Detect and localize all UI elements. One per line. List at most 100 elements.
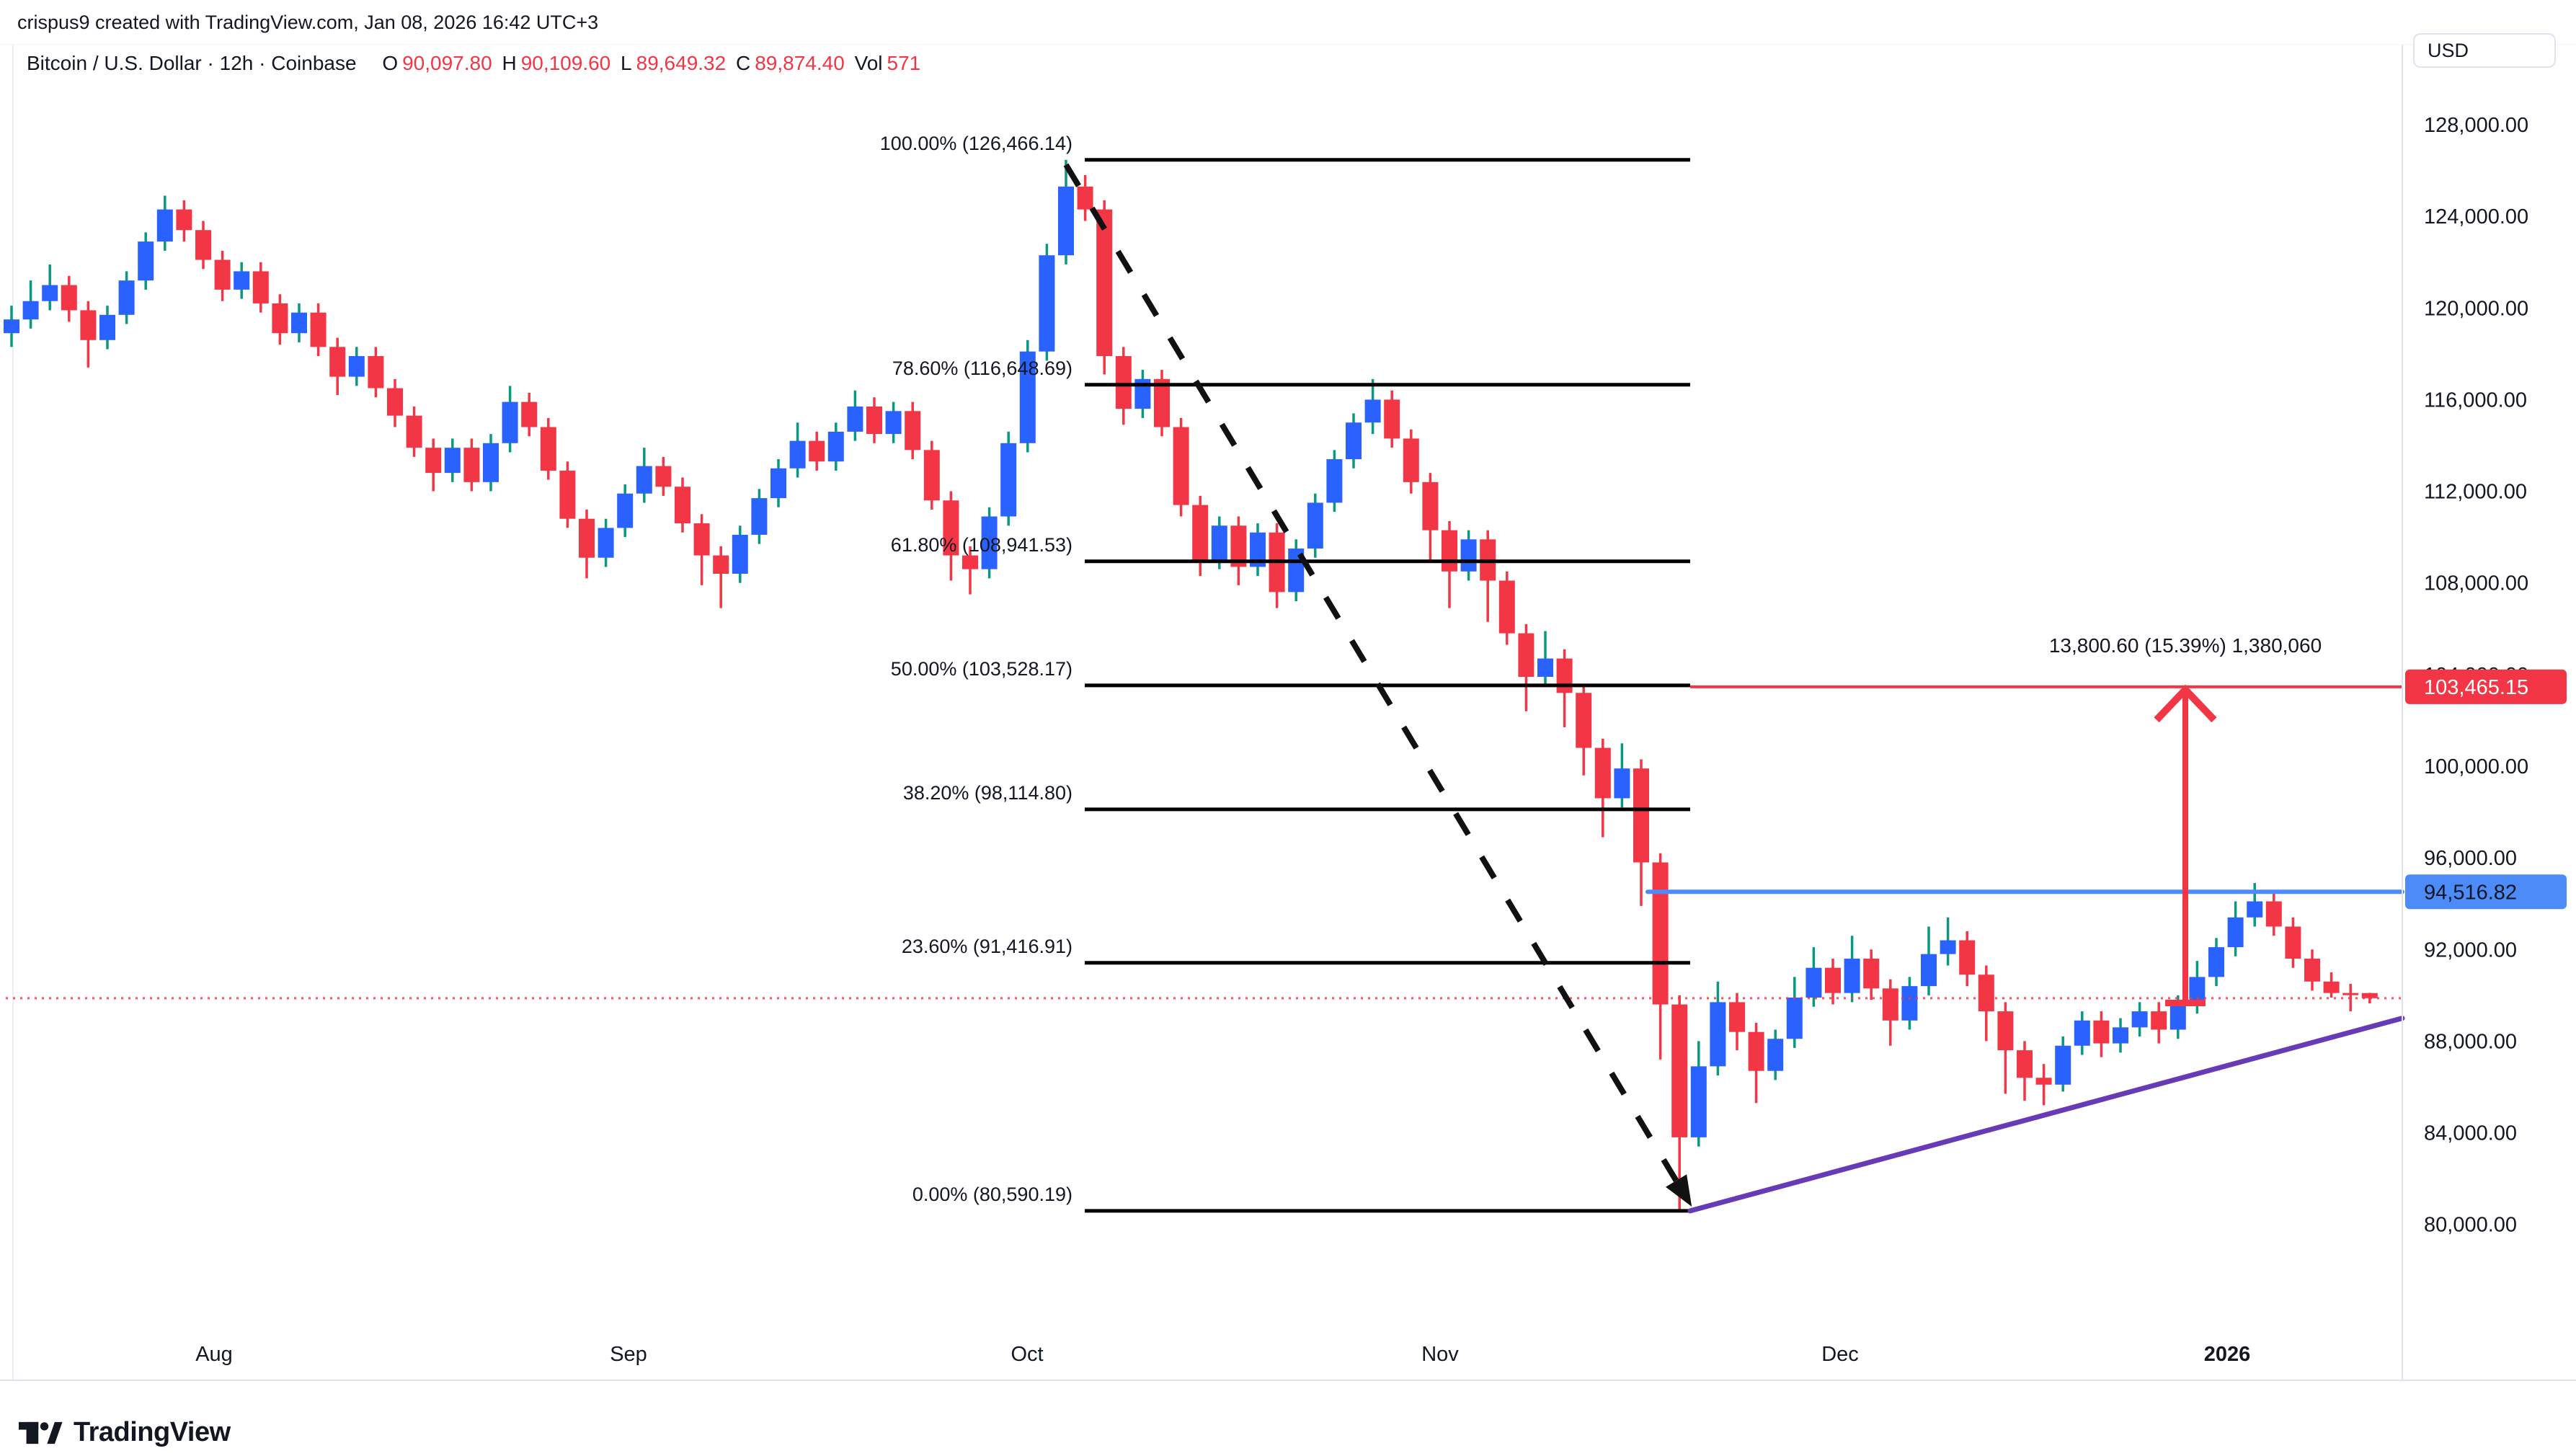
candle-down <box>1403 438 1419 482</box>
fib-label: 38.20% (98,114.80) <box>903 782 1072 804</box>
time-axis-label[interactable]: Dec <box>1821 1343 1859 1366</box>
candle-down <box>905 411 921 450</box>
candle-up <box>2247 901 2263 918</box>
price-tick-label[interactable]: 92,000.00 <box>2424 938 2517 962</box>
candle-down <box>1748 1031 1764 1071</box>
candle-down <box>675 487 690 524</box>
candle-down <box>693 523 710 556</box>
candle-up <box>1690 1066 1707 1137</box>
measure-annotation-text: 13,800.60 (15.39%) 1,380,060 <box>2048 634 2322 657</box>
price-tick-label[interactable]: 120,000.00 <box>2424 297 2528 320</box>
candle-up <box>636 466 652 494</box>
ohlc-open-label: O <box>382 52 399 74</box>
ohlc-low-value: 89,649.32 <box>636 52 727 74</box>
candle-down <box>1882 988 1898 1021</box>
price-axis[interactable]: 128,000.00 124,000.00 120,000.00 116,000.00… <box>2405 114 2567 1237</box>
price-tick-label[interactable]: 116,000.00 <box>2424 389 2527 412</box>
candle-up <box>1614 768 1630 799</box>
candle-up <box>1039 255 1055 352</box>
candle-down <box>272 303 288 334</box>
candle-down <box>214 259 231 290</box>
time-axis-label[interactable]: Nov <box>1421 1343 1459 1366</box>
candle-up <box>2074 1020 2090 1046</box>
candle-down <box>1173 427 1189 505</box>
fib-label: 50.00% (103,528.17) <box>891 658 1072 680</box>
candle-down <box>80 310 97 340</box>
candle-up <box>847 406 863 432</box>
candle-up <box>1000 443 1017 517</box>
price-tick-label[interactable]: 100,000.00 <box>2424 755 2528 778</box>
symbol-legend[interactable]: Bitcoin / U.S. Dollar · 12h · Coinbase O… <box>27 52 925 75</box>
time-axis[interactable]: Aug Sep Oct Nov Dec 2026 <box>195 1343 2250 1366</box>
candle-down <box>2017 1050 2033 1078</box>
price-tick-label[interactable]: 96,000.00 <box>2424 847 2517 870</box>
candle-down <box>2304 958 2320 982</box>
candle-down <box>463 448 480 482</box>
candle-up <box>1921 954 1937 987</box>
candle-up <box>348 356 365 377</box>
candle-up <box>1537 658 1553 678</box>
candle-up <box>732 534 748 574</box>
candle-up <box>770 468 786 499</box>
time-axis-label[interactable]: Sep <box>610 1343 647 1366</box>
candle-up <box>981 516 998 569</box>
candle-down <box>1192 505 1209 560</box>
candle-up <box>1460 539 1477 572</box>
fib-retracement[interactable]: 100.00% (126,466.14) 78.60% (116,648.69) 6… <box>880 133 1690 1213</box>
candle-up <box>22 301 39 320</box>
price-tick-label[interactable]: 128,000.00 <box>2424 114 2528 137</box>
candle-down <box>540 427 556 471</box>
candle-up <box>1767 1039 1784 1071</box>
time-axis-label[interactable]: 2026 <box>2204 1343 2251 1366</box>
candle-up <box>42 285 58 301</box>
time-axis-label[interactable]: Oct <box>1011 1343 1043 1366</box>
candle-down <box>521 401 538 427</box>
currency-toggle-button[interactable]: USD <box>2413 33 2556 68</box>
purple-trendline[interactable] <box>1687 1016 2405 1214</box>
candle-up <box>1806 967 1822 998</box>
price-tick-label[interactable]: 124,000.00 <box>2424 205 2528 228</box>
candle-up <box>1364 399 1381 423</box>
candle-up <box>617 493 634 528</box>
candle-down <box>655 466 672 487</box>
candle-down <box>387 388 403 416</box>
price-tick-label[interactable]: 80,000.00 <box>2424 1214 2517 1237</box>
candle-up <box>483 443 499 482</box>
volume-label: Vol <box>854 52 883 74</box>
candle-down <box>866 406 882 435</box>
price-tick-label[interactable]: 84,000.00 <box>2424 1122 2517 1145</box>
candle-up <box>1786 998 1803 1039</box>
candle-down <box>1077 186 1093 210</box>
tradingview-logo[interactable]: TradingView <box>19 1417 231 1448</box>
measure-arrow[interactable] <box>2154 684 2217 1006</box>
price-tick-label[interactable]: 112,000.00 <box>2424 481 2527 504</box>
price-tick-label[interactable]: 108,000.00 <box>2424 572 2528 595</box>
candle-up <box>885 411 902 435</box>
candle-down <box>1115 356 1132 409</box>
candle-up <box>2189 977 2206 1005</box>
candle-up <box>234 271 250 290</box>
candle-up <box>99 314 115 340</box>
candle-up <box>1211 525 1227 560</box>
candle-up <box>1326 459 1343 503</box>
candle-down <box>923 450 940 501</box>
candle-up <box>1250 532 1266 567</box>
candle-up <box>1710 1002 1726 1067</box>
candle-up <box>2131 1011 2148 1028</box>
candle-down <box>176 209 192 231</box>
candle-up <box>1019 351 1036 443</box>
ohlc-low-label: L <box>621 52 632 74</box>
dashed-trendline[interactable] <box>1063 163 1692 1207</box>
time-axis-label[interactable]: Aug <box>195 1343 233 1366</box>
symbol-title[interactable]: Bitcoin / U.S. Dollar · 12h · Coinbase <box>27 52 357 74</box>
price-chip <box>2405 874 2567 910</box>
price-tick-label[interactable]: 88,000.00 <box>2424 1030 2517 1053</box>
candle-up <box>444 448 461 474</box>
tradingview-icon <box>19 1421 63 1444</box>
fib-label: 78.60% (116,648.69) <box>892 358 1072 379</box>
ohlc-high-label: H <box>502 52 517 74</box>
candle-up <box>291 312 307 334</box>
candle-down <box>1442 530 1457 572</box>
candle-down <box>559 470 576 519</box>
